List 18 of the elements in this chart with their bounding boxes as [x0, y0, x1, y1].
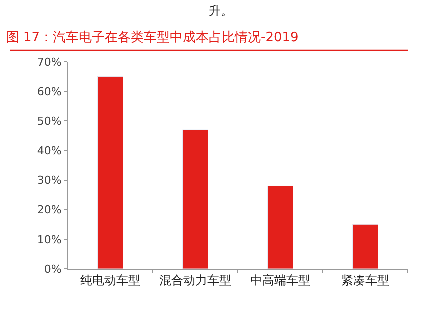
bar	[182, 130, 208, 269]
x-tick-label: 纯电动车型	[80, 273, 140, 288]
y-tick-label: 0%	[44, 262, 62, 276]
x-tick-label: 中高端车型	[250, 273, 310, 288]
y-tick-label: 50%	[37, 114, 62, 128]
y-tick-label: 70%	[37, 56, 62, 69]
y-tick-label: 10%	[37, 233, 62, 246]
bar	[352, 224, 378, 269]
y-tick-label: 20%	[37, 204, 62, 217]
x-tick-label: 紧凑车型	[342, 273, 390, 288]
y-tick-label: 60%	[37, 85, 62, 98]
x-tick-label: 混合动力车型	[160, 273, 232, 288]
y-tick-label: 30%	[37, 174, 62, 188]
chart-title: 图 17：汽车电子在各类车型中成本占比情况-2019	[6, 30, 299, 46]
bar	[268, 186, 294, 269]
y-tick-label: 40%	[37, 144, 62, 158]
text: 升。	[209, 4, 233, 18]
bar	[98, 76, 124, 269]
